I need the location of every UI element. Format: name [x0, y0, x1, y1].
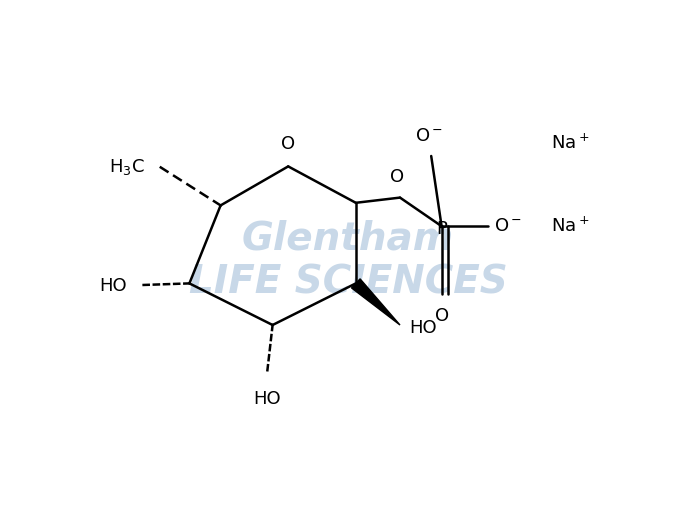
Text: O: O: [390, 168, 404, 186]
Text: P: P: [436, 220, 447, 238]
Polygon shape: [351, 279, 400, 325]
Text: HO: HO: [100, 277, 127, 295]
Text: O$^-$: O$^-$: [415, 126, 443, 145]
Text: Na$^+$: Na$^+$: [551, 133, 590, 153]
Text: Glentham
LIFE SCIENCES: Glentham LIFE SCIENCES: [189, 219, 507, 301]
Text: HO: HO: [253, 390, 281, 408]
Text: O: O: [434, 307, 449, 325]
Text: O$^-$: O$^-$: [493, 217, 521, 235]
Text: H$_3$C: H$_3$C: [109, 158, 145, 177]
Text: O: O: [281, 135, 295, 153]
Text: Na$^+$: Na$^+$: [551, 216, 590, 236]
Text: HO: HO: [409, 319, 437, 336]
